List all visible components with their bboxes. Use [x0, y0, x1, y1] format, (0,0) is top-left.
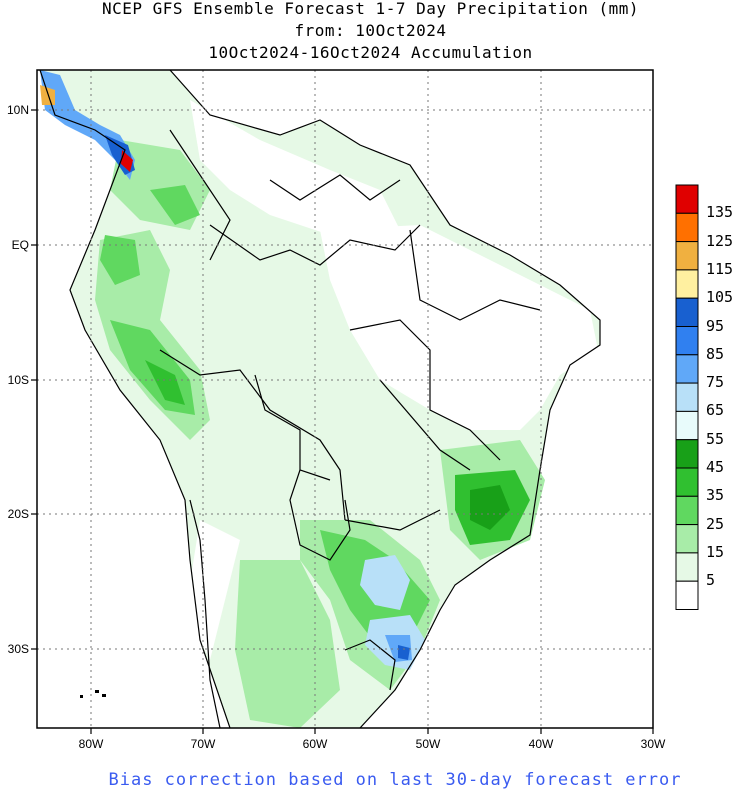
legend-swatch [675, 184, 699, 214]
graticule [37, 70, 653, 728]
legend-label: 135 [706, 203, 734, 222]
map-plot-area [39, 70, 601, 728]
legend-label: 15 [706, 542, 725, 561]
title-line-1: NCEP GFS Ensemble Forecast 1-7 Day Preci… [101, 0, 640, 18]
legend-label: 25 [706, 514, 725, 533]
legend-swatch [675, 241, 699, 271]
island-mark [102, 694, 106, 697]
heavy-rain-colombia-peak [121, 150, 133, 172]
rain-band-argentina [235, 560, 340, 728]
legend-swatch [675, 467, 699, 497]
legend-swatch [675, 297, 699, 328]
border-uruguay [344, 639, 396, 691]
border-paraguay [289, 469, 351, 561]
title-line-3: 10Oct2024-16Oct2024 Accumulation [208, 43, 533, 62]
border-bolivia [254, 374, 331, 481]
border-states-brazil [344, 229, 541, 531]
title-line-2: from: 10Oct2024 [294, 21, 447, 40]
rain-core-ecuador [100, 235, 140, 285]
lat-label-10n: 10N [7, 103, 29, 117]
border-brazil-west [209, 224, 421, 266]
lat-label-10s: 10S [8, 373, 29, 387]
legend-swatch [675, 354, 699, 384]
legend-swatch [675, 552, 699, 582]
legend-swatch [675, 212, 699, 243]
heavy-rain-costa-rica [40, 85, 55, 105]
legend-label: 5 [706, 571, 716, 590]
bias-correction-note: Bias correction based on last 30-day for… [108, 770, 682, 790]
border-argentina-chile [189, 499, 221, 728]
lon-label-80w: 80W [79, 737, 104, 751]
dry-area-northeast [320, 225, 598, 430]
lon-label-60w: 60W [303, 737, 328, 751]
legend-swatch [675, 269, 699, 299]
lat-label-20s: 20S [8, 507, 29, 521]
legend-label: 115 [706, 259, 734, 278]
axis-ticks [31, 109, 654, 734]
lon-label-40w: 40W [529, 737, 554, 751]
lon-label-50w: 50W [416, 737, 441, 751]
legend-swatch [675, 410, 699, 441]
south-america-land [40, 70, 600, 728]
legend-label: 75 [706, 373, 725, 392]
dry-area-north [190, 100, 400, 235]
legend-label: 35 [706, 486, 725, 505]
island-mark [80, 695, 83, 698]
lat-label-eq: EQ [12, 238, 29, 252]
legend-label: 55 [706, 429, 725, 448]
island-mark [95, 690, 99, 693]
legend-label: 95 [706, 316, 725, 335]
heavy-rain-rs-peak [398, 645, 410, 660]
legend-swatch [675, 524, 699, 554]
legend-label: 125 [706, 231, 734, 250]
dry-area-southwest [192, 520, 240, 660]
legend-swatch [675, 495, 699, 526]
rain-core-colombia [150, 185, 200, 225]
legend-label: 85 [706, 344, 725, 363]
rain-core-peru-heavy [145, 360, 185, 405]
lon-label-70w: 70W [191, 737, 216, 751]
lat-label-30s: 30S [8, 642, 29, 656]
legend-label: 65 [706, 401, 725, 420]
coastline [39, 70, 601, 728]
lon-label-30w: 30W [641, 737, 666, 751]
legend-swatch [675, 580, 699, 611]
border-peru-brazil [159, 349, 346, 521]
legend-swatch [675, 439, 699, 469]
legend-label: 105 [706, 288, 734, 307]
border-venezuela-colombia [169, 129, 231, 261]
legend-label: 45 [706, 458, 725, 476]
legend-swatch [675, 326, 699, 356]
border-guianas [269, 174, 401, 201]
plot-frame [36, 69, 654, 729]
heavy-rain-parana [360, 555, 410, 610]
legend-swatch [675, 382, 699, 412]
rain-core-se-heavy [470, 485, 510, 530]
legend-colorbar [675, 184, 699, 611]
